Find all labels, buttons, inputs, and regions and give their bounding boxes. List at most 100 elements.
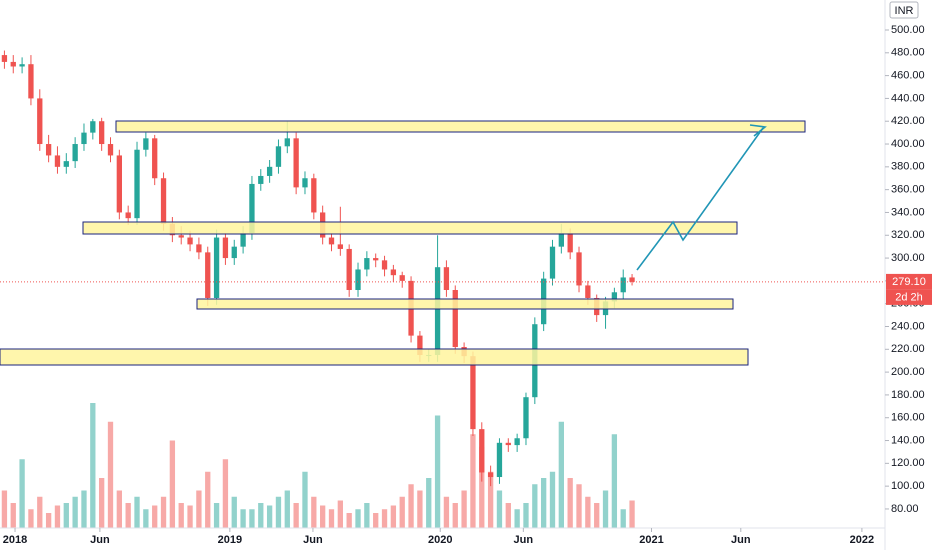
candle-body [240, 232, 246, 247]
axes: 80.00 100.00 120.00 140.00 160.00 180.00 200.0… [0, 24, 932, 546]
y-tick-label: 180.00 [891, 389, 925, 401]
volume-bar [381, 509, 388, 528]
candle-body [355, 269, 361, 291]
candle-body [328, 237, 335, 245]
volume-bar [576, 484, 582, 528]
volume-bar [160, 496, 167, 528]
y-tick-label: 320.00 [891, 229, 925, 241]
volume-bar [487, 471, 494, 528]
candle-body [381, 260, 388, 270]
volume-bar [629, 500, 635, 528]
resistance-zone [82, 221, 738, 235]
volume-bar [10, 503, 16, 528]
volume-bar [205, 471, 211, 528]
candle-body [629, 277, 635, 282]
y-tick-label: 240.00 [891, 320, 925, 332]
y-tick-label: 440.00 [891, 92, 925, 104]
candle-body [505, 442, 511, 446]
volume-bar [470, 434, 476, 528]
candle-body [10, 61, 16, 67]
candle-body [1, 55, 8, 62]
volume-bar [1, 490, 8, 528]
candle-body [152, 138, 158, 179]
x-tick-label: 2020 [428, 534, 452, 546]
candle-body [284, 138, 290, 147]
volume-bar [558, 421, 564, 528]
volume-bar [213, 503, 220, 528]
x-tick-label: 2018 [3, 534, 27, 546]
volume-bar [523, 503, 529, 528]
candle-body [187, 237, 193, 245]
candle-layer [1, 50, 635, 487]
projection-path [636, 127, 764, 271]
support-zone [196, 298, 734, 310]
volume-bar [152, 505, 158, 528]
volume-bar [417, 490, 423, 528]
candle-body [178, 235, 184, 238]
volume-bar [90, 403, 96, 528]
volume-bar [169, 440, 176, 528]
volume-bar [81, 490, 87, 528]
candle-body [302, 178, 308, 188]
resistance-zone [115, 120, 806, 133]
candle-body [576, 252, 582, 286]
volume-bar [284, 490, 290, 528]
volume-bar [99, 478, 105, 528]
volume-bar [63, 503, 69, 528]
candle-body [222, 237, 229, 259]
y-tick-label: 460.00 [891, 70, 925, 82]
candle-body [346, 248, 352, 291]
volume-bar [585, 496, 591, 528]
volume-bar [116, 490, 122, 528]
volume-bar [125, 503, 131, 528]
volume-bar [567, 478, 573, 528]
candle-body [81, 132, 87, 145]
volume-bar [240, 509, 246, 528]
candle-body [558, 232, 564, 247]
volume-bar [496, 490, 503, 528]
support-zone [0, 348, 749, 366]
candle-body [443, 267, 450, 291]
candle-body [90, 121, 96, 133]
volume-bar [452, 503, 458, 528]
candle-body [99, 121, 105, 145]
y-tick-label: 100.00 [891, 480, 925, 492]
y-tick-label: 140.00 [891, 434, 925, 446]
volume-bar [72, 496, 78, 528]
candle-body [275, 146, 282, 167]
candle-body [373, 258, 379, 261]
projection-arrowhead [749, 124, 767, 137]
volume-bar [178, 503, 184, 528]
volume-bar [337, 500, 343, 528]
volume-bar [364, 503, 370, 528]
volume-bar [320, 505, 326, 528]
volume-bar [620, 509, 626, 528]
volume-bar [45, 513, 52, 528]
volume-bar [266, 505, 273, 528]
volume-bar [187, 505, 193, 528]
candle-body [205, 252, 211, 298]
volume-bar [28, 509, 34, 528]
volume-bar [249, 509, 255, 528]
x-tick-label: Jun [90, 534, 110, 546]
volume-bar [532, 484, 538, 528]
volume-bar [443, 496, 450, 528]
volume-bar [390, 505, 397, 528]
currency-label: INR [895, 5, 914, 17]
candle-body [19, 64, 25, 67]
volume-bar [258, 503, 264, 528]
candle-body [620, 277, 626, 293]
volume-bar [328, 509, 335, 528]
candle-body [143, 138, 149, 150]
volume-bar [408, 484, 414, 528]
y-tick-label: 300.00 [891, 252, 925, 264]
candle-body [45, 144, 52, 156]
candle-body [364, 258, 370, 270]
candle-body [213, 237, 220, 298]
candle-body [258, 175, 264, 184]
volume-layer [1, 403, 635, 528]
candle-body [523, 397, 529, 439]
volume-bar [514, 509, 520, 528]
volume-bar [505, 503, 511, 528]
